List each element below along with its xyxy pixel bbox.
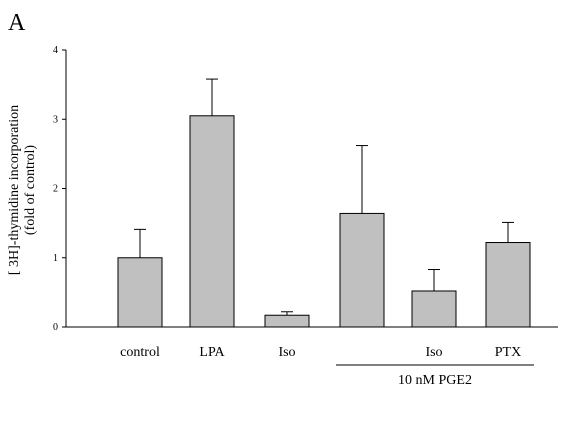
category-label: LPA bbox=[199, 345, 225, 360]
bar bbox=[485, 242, 531, 328]
category-label: Iso bbox=[425, 345, 442, 360]
y-tick-label: 4 bbox=[53, 45, 58, 56]
group-label: 10 nM PGE2 bbox=[398, 373, 472, 388]
y-axis-label-line1: [ 3H]-thymidine incorporation bbox=[7, 105, 22, 275]
bar bbox=[339, 212, 385, 328]
bar bbox=[117, 257, 163, 328]
category-label: control bbox=[120, 345, 160, 360]
category-label: Iso bbox=[278, 345, 295, 360]
panel-letter: A bbox=[8, 10, 26, 36]
y-tick-label: 0 bbox=[53, 322, 58, 333]
category-label: PTX bbox=[495, 345, 521, 360]
bar bbox=[411, 290, 457, 328]
category-labels-group: control LPA Iso Iso PTX bbox=[120, 345, 521, 360]
group-annotation: 10 nM PGE2 bbox=[336, 364, 534, 388]
y-axis-label: [ 3H]-thymidine incorporation (fold of c… bbox=[7, 105, 38, 275]
bars-group bbox=[117, 78, 531, 328]
y-tick-label: 1 bbox=[53, 253, 58, 264]
y-ticks-group: 0 1 2 3 4 bbox=[53, 45, 66, 333]
y-tick-label: 2 bbox=[53, 184, 58, 195]
y-tick-label: 3 bbox=[53, 114, 58, 125]
y-axis-label-line2: (fold of control) bbox=[23, 145, 38, 236]
bar bbox=[189, 115, 235, 328]
bar bbox=[264, 314, 310, 328]
